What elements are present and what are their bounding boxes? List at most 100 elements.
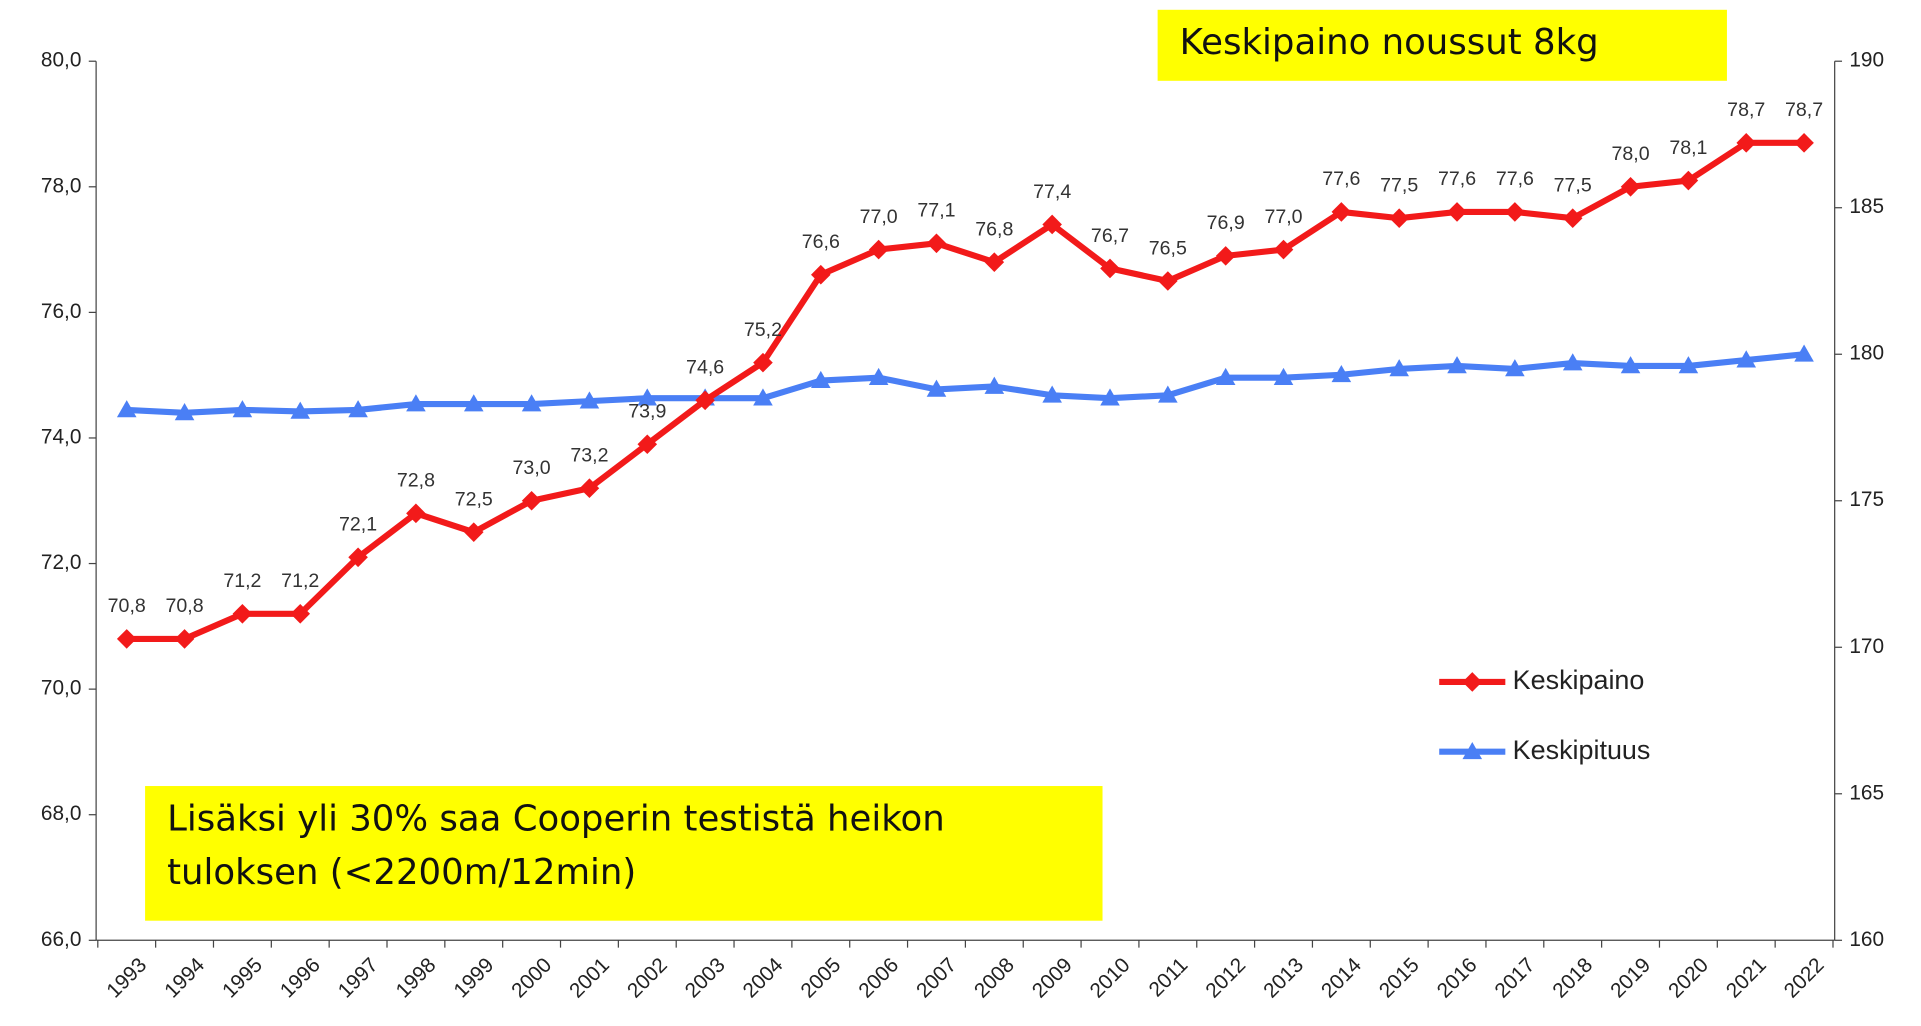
triangle-marker bbox=[521, 394, 542, 412]
diamond-marker bbox=[1620, 177, 1641, 197]
data-label: 77,1 bbox=[917, 200, 955, 222]
triangle-marker bbox=[1462, 741, 1483, 760]
data-label: 77,6 bbox=[1438, 168, 1476, 190]
triangle-marker bbox=[984, 376, 1005, 394]
diamond-marker bbox=[1331, 202, 1352, 222]
data-label: 72,5 bbox=[455, 488, 493, 510]
series-line bbox=[126, 139, 1805, 642]
triangle-marker bbox=[637, 388, 658, 406]
y2-tick-label: 190 bbox=[1849, 49, 1884, 72]
triangle-marker bbox=[232, 400, 253, 418]
annotation-box bbox=[1157, 9, 1727, 81]
y2-tick-label: 175 bbox=[1849, 488, 1884, 511]
triangle-marker bbox=[116, 400, 137, 418]
diamond-marker bbox=[348, 547, 368, 568]
y2-tick-label: 180 bbox=[1849, 342, 1884, 365]
triangle-marker bbox=[174, 403, 195, 421]
y-tick-label: 78,0 bbox=[41, 174, 81, 197]
triangle-marker bbox=[1331, 364, 1352, 383]
data-label: 77,5 bbox=[1380, 175, 1418, 197]
diamond-marker bbox=[1273, 239, 1294, 260]
diamond-marker bbox=[290, 603, 311, 624]
triangle-marker bbox=[1042, 385, 1062, 403]
diamond-marker bbox=[1389, 208, 1409, 228]
y-tick-label: 76,0 bbox=[41, 300, 81, 323]
data-label: 72,1 bbox=[339, 514, 377, 536]
triangle-marker bbox=[753, 388, 773, 406]
data-label: 78,1 bbox=[1669, 137, 1707, 159]
data-label: 70,8 bbox=[108, 595, 146, 617]
data-label: 74,6 bbox=[686, 357, 724, 379]
triangle-marker bbox=[1389, 359, 1409, 377]
data-label: 77,4 bbox=[1033, 181, 1071, 203]
triangle-marker bbox=[811, 370, 831, 388]
data-label: 76,8 bbox=[975, 218, 1013, 240]
data-label: 73,9 bbox=[628, 401, 666, 423]
annotation-text: Keskipaino noussut 8kg bbox=[1180, 22, 1599, 63]
diamond-marker bbox=[406, 503, 426, 524]
triangle-marker bbox=[579, 391, 600, 409]
data-label: 77,0 bbox=[1264, 206, 1302, 228]
triangle-marker bbox=[463, 394, 484, 412]
legend-label: Keskipituus bbox=[1513, 735, 1651, 765]
y-tick-label: 70,0 bbox=[41, 677, 81, 700]
diamond-marker bbox=[753, 352, 773, 373]
data-label: 78,7 bbox=[1785, 99, 1823, 121]
annotation-box bbox=[145, 786, 1103, 921]
diamond-marker bbox=[1562, 208, 1583, 228]
diamond-marker bbox=[926, 233, 947, 254]
y2-tick-label: 165 bbox=[1849, 781, 1884, 804]
diamond-marker bbox=[521, 490, 542, 511]
diamond-marker bbox=[637, 434, 658, 455]
y-tick-label: 68,0 bbox=[41, 802, 81, 825]
data-label: 76,5 bbox=[1149, 237, 1187, 259]
triangle-marker bbox=[290, 401, 311, 419]
data-label: 76,9 bbox=[1207, 212, 1245, 234]
data-label: 75,2 bbox=[744, 319, 782, 341]
diamond-marker bbox=[232, 603, 253, 624]
data-label: 78,0 bbox=[1611, 143, 1649, 165]
y-tick-label: 66,0 bbox=[41, 928, 81, 951]
data-label: 77,6 bbox=[1496, 168, 1534, 190]
y2-tick-label: 170 bbox=[1849, 635, 1884, 658]
data-label: 71,2 bbox=[223, 570, 261, 592]
triangle-marker bbox=[1100, 388, 1120, 406]
diamond-marker bbox=[174, 629, 195, 649]
data-label: 77,5 bbox=[1554, 175, 1592, 197]
triangle-marker bbox=[926, 379, 947, 397]
triangle-marker bbox=[406, 394, 426, 412]
data-label: 76,7 bbox=[1091, 225, 1129, 247]
data-label: 77,6 bbox=[1322, 168, 1360, 190]
y-tick-label: 72,0 bbox=[41, 551, 81, 574]
series-line bbox=[126, 351, 1805, 416]
triangle-marker bbox=[1505, 359, 1525, 377]
legend-label: Keskipaino bbox=[1513, 665, 1645, 695]
triangle-marker bbox=[1215, 367, 1236, 386]
y-tick-label: 80,0 bbox=[41, 49, 81, 72]
data-label: 73,2 bbox=[570, 445, 608, 467]
diamond-marker bbox=[695, 390, 715, 411]
diamond-marker bbox=[1678, 170, 1699, 191]
data-label: 76,6 bbox=[802, 231, 840, 253]
diamond-marker bbox=[1158, 271, 1178, 291]
data-label: 77,0 bbox=[860, 206, 898, 228]
diamond-marker bbox=[463, 522, 484, 542]
triangle-marker bbox=[1447, 356, 1467, 374]
triangle-marker bbox=[1158, 385, 1178, 403]
diamond-marker bbox=[811, 264, 831, 285]
y2-tick-label: 160 bbox=[1849, 928, 1884, 951]
diamond-marker bbox=[1505, 202, 1525, 222]
triangle-marker bbox=[1273, 367, 1294, 386]
triangle-marker bbox=[1794, 344, 1814, 362]
triangle-marker bbox=[348, 400, 368, 418]
triangle-marker bbox=[1678, 356, 1699, 374]
data-label: 73,0 bbox=[513, 457, 551, 479]
triangle-marker bbox=[1620, 356, 1641, 374]
data-label: 70,8 bbox=[166, 595, 204, 617]
y-tick-label: 74,0 bbox=[41, 425, 81, 448]
annotation-text: tuloksen (<2200m/12min) bbox=[167, 852, 636, 893]
triangle-marker bbox=[1736, 350, 1757, 368]
data-label: 72,8 bbox=[397, 470, 435, 492]
